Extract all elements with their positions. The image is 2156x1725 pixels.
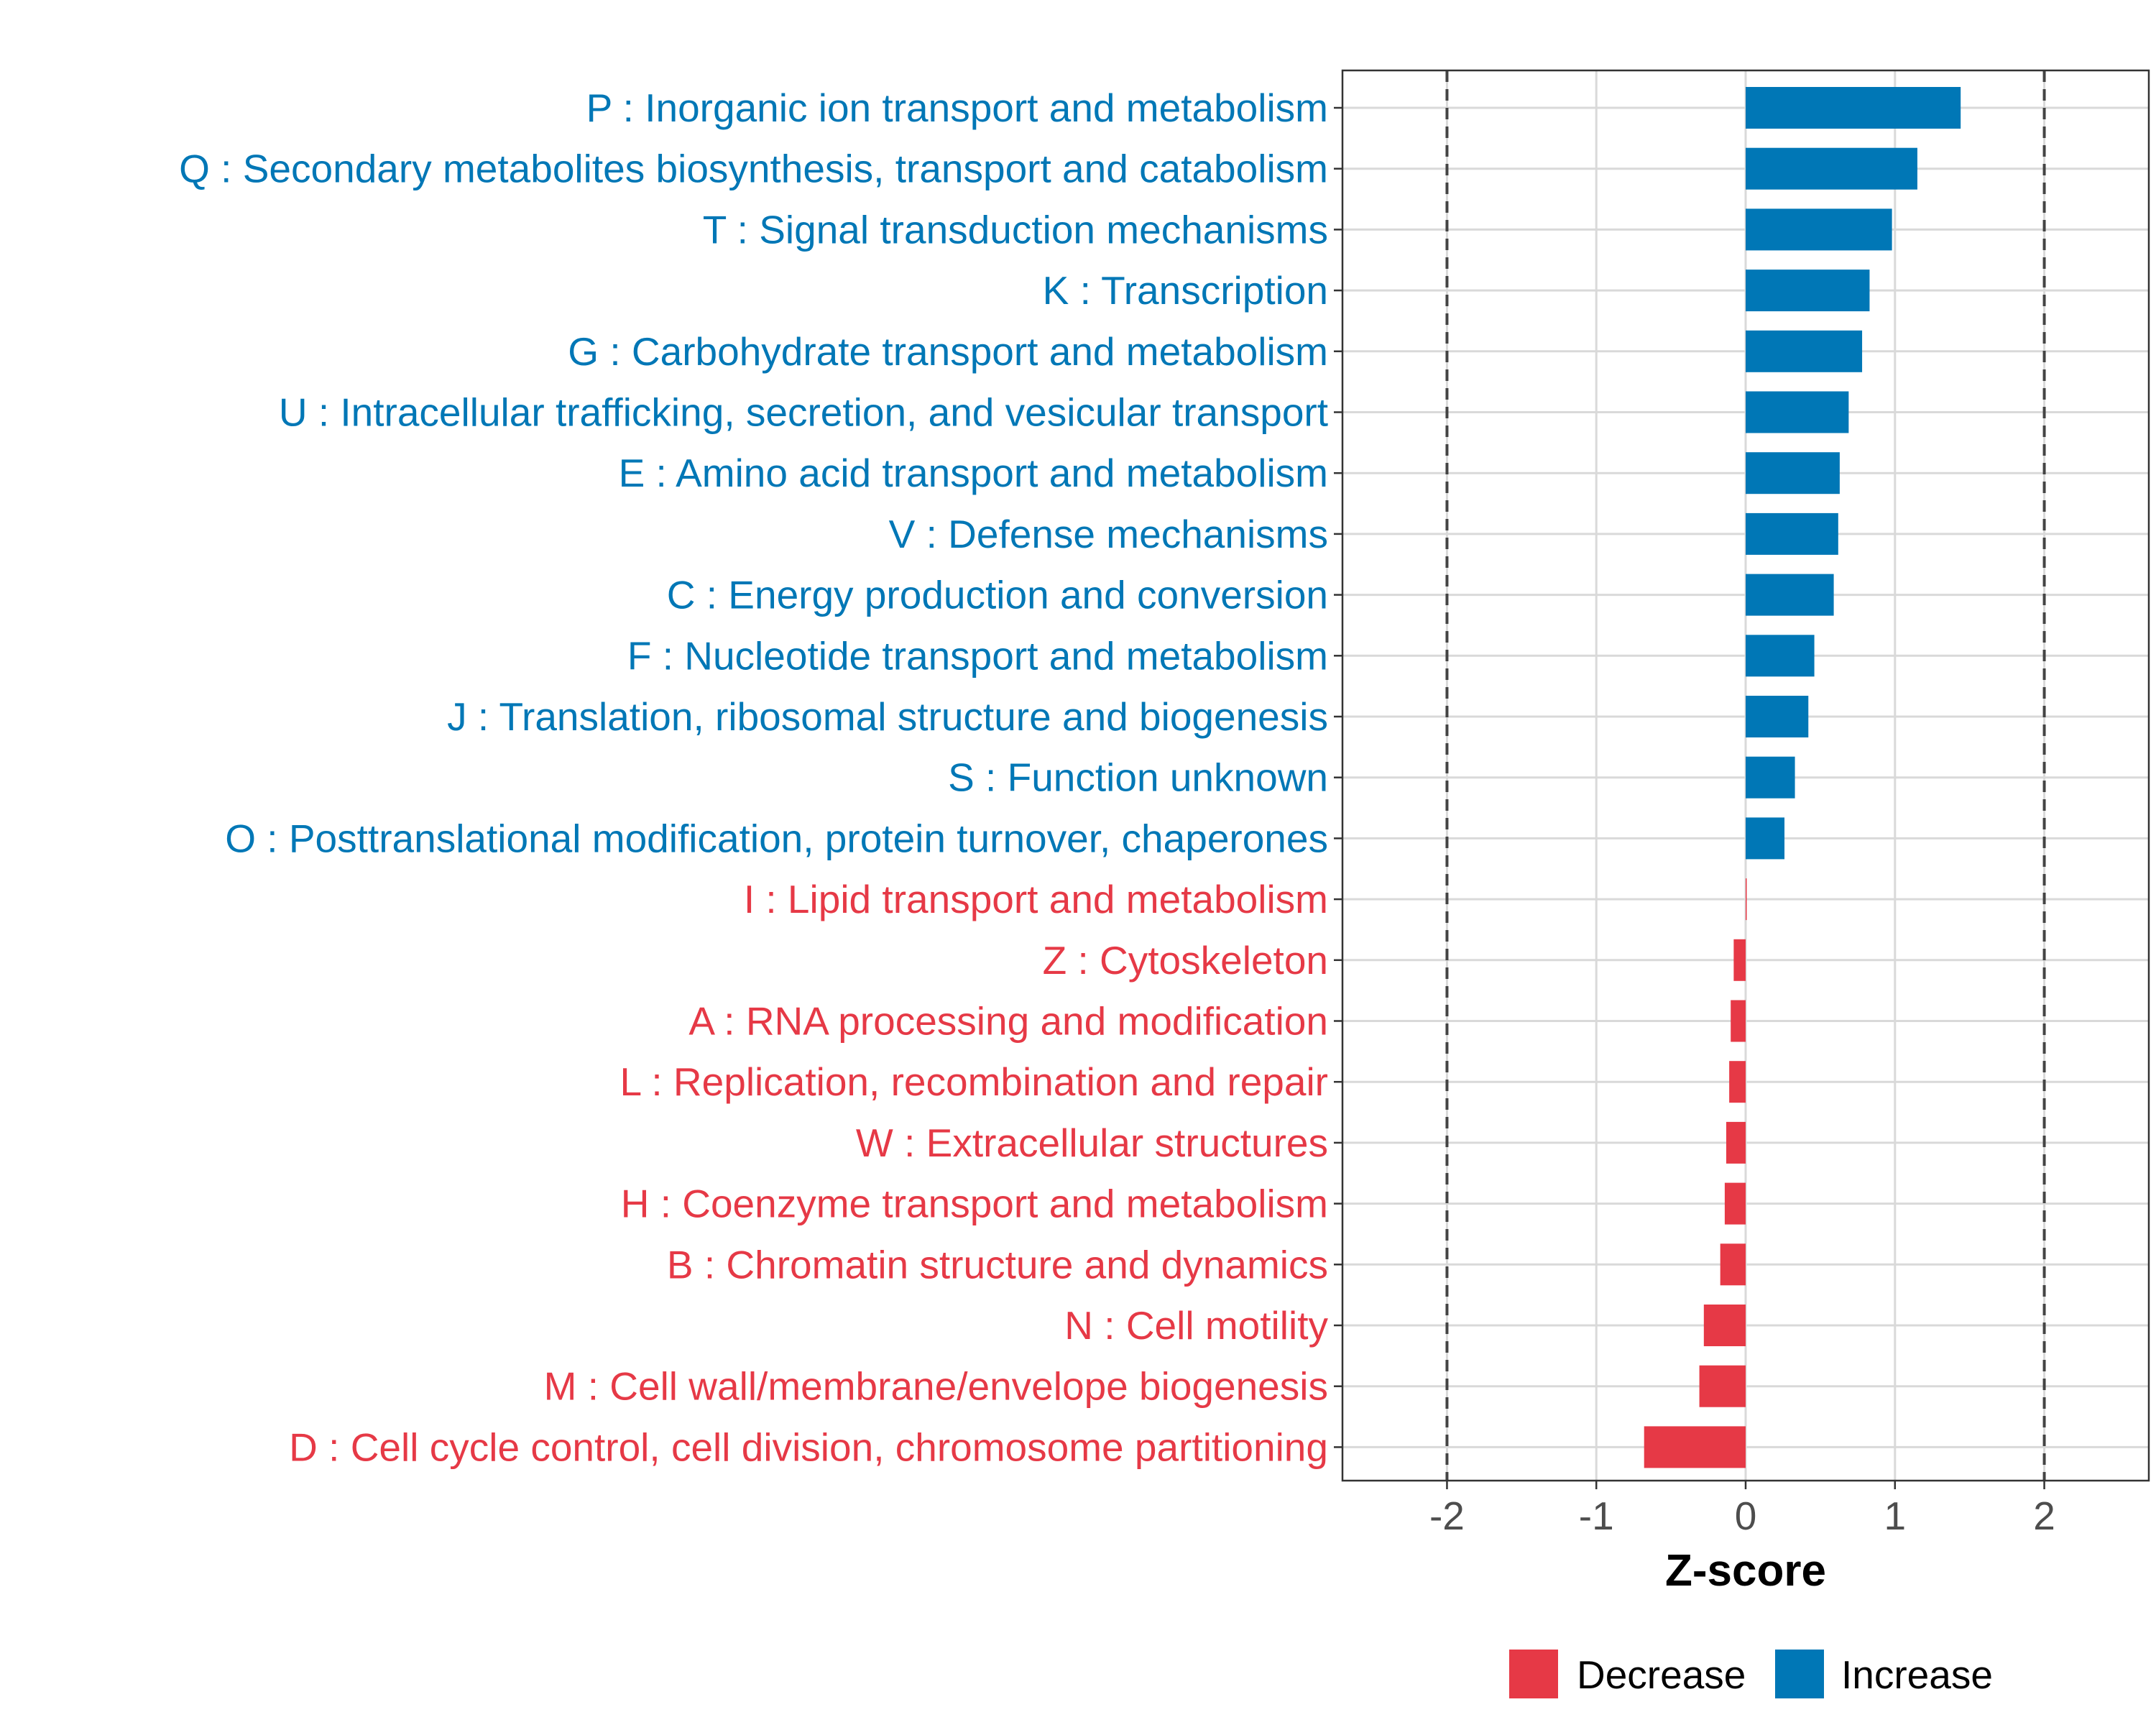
bar bbox=[1703, 1305, 1746, 1346]
bar bbox=[1746, 635, 1815, 677]
bar bbox=[1746, 696, 1809, 737]
y-tick-label: A : RNA processing and modification bbox=[688, 999, 1328, 1044]
x-tick-label: 1 bbox=[1884, 1494, 1906, 1538]
y-tick-label: I : Lipid transport and metabolism bbox=[744, 877, 1328, 921]
y-tick-label: D : Cell cycle control, cell division, c… bbox=[289, 1425, 1328, 1469]
bar bbox=[1746, 512, 1838, 555]
bar bbox=[1720, 1243, 1746, 1286]
bar bbox=[1644, 1426, 1746, 1468]
x-tick-label: -2 bbox=[1429, 1494, 1465, 1538]
y-tick-label: E : Amino acid transport and metabolism bbox=[619, 451, 1328, 495]
bar bbox=[1746, 147, 1917, 190]
y-tick-label: V : Defense mechanisms bbox=[889, 512, 1328, 556]
legend-key bbox=[1775, 1650, 1824, 1698]
legend-label: Increase bbox=[1841, 1652, 1993, 1697]
y-tick-label: F : Nucleotide transport and metabolism bbox=[627, 633, 1328, 678]
y-tick-label: Z : Cytoskeleton bbox=[1043, 938, 1328, 983]
y-tick-label: N : Cell motility bbox=[1064, 1303, 1328, 1348]
x-tick-label: 2 bbox=[2033, 1494, 2055, 1538]
bar bbox=[1746, 330, 1863, 372]
y-tick-label: U : Intracellular trafficking, secretion… bbox=[279, 390, 1328, 435]
bar bbox=[1746, 574, 1834, 616]
y-tick-label: H : Coenzyme transport and metabolism bbox=[621, 1182, 1328, 1226]
bar bbox=[1746, 208, 1892, 251]
bar bbox=[1746, 87, 1961, 129]
y-tick-label: P : Inorganic ion transport and metaboli… bbox=[586, 86, 1328, 130]
y-axis: P : Inorganic ion transport and metaboli… bbox=[179, 86, 1342, 1469]
x-axis-title: Z-score bbox=[1665, 1546, 1826, 1596]
bar bbox=[1731, 1000, 1746, 1042]
bar bbox=[1726, 1121, 1746, 1164]
y-tick-label: W : Extracellular structures bbox=[856, 1121, 1328, 1165]
y-tick-label: B : Chromatin structure and dynamics bbox=[667, 1242, 1328, 1287]
legend: Decrease Increase bbox=[1509, 1650, 1993, 1698]
threshold-lines bbox=[1445, 70, 2046, 1481]
x-axis: -2 -1 0 1 2 bbox=[1429, 1481, 2055, 1538]
bars bbox=[1644, 87, 1961, 1468]
bar bbox=[1699, 1365, 1746, 1407]
bar bbox=[1746, 878, 1747, 921]
bar bbox=[1746, 391, 1849, 433]
bar bbox=[1746, 756, 1795, 799]
y-tick-label: C : Energy production and conversion bbox=[667, 573, 1328, 617]
y-tick-label: J : Translation, ribosomal structure and… bbox=[447, 694, 1328, 739]
legend-label: Decrease bbox=[1577, 1652, 1746, 1697]
y-tick-label: L : Replication, recombination and repai… bbox=[620, 1059, 1328, 1104]
x-tick-label: 0 bbox=[1735, 1494, 1757, 1538]
y-tick-label: G : Carbohydrate transport and metabolis… bbox=[568, 329, 1328, 374]
y-tick-label: M : Cell wall/membrane/envelope biogenes… bbox=[544, 1364, 1328, 1409]
y-tick-label: K : Transcription bbox=[1043, 268, 1328, 313]
bar bbox=[1746, 817, 1785, 860]
bar bbox=[1724, 1182, 1746, 1225]
y-tick-label: S : Function unknown bbox=[948, 755, 1328, 800]
bar bbox=[1746, 270, 1870, 312]
bar bbox=[1746, 452, 1840, 494]
x-tick-label: -1 bbox=[1579, 1494, 1614, 1538]
y-tick-label: Q : Secondary metabolites biosynthesis, … bbox=[179, 147, 1328, 191]
bar bbox=[1733, 939, 1746, 981]
bar bbox=[1729, 1061, 1746, 1103]
legend-key bbox=[1509, 1650, 1558, 1698]
y-tick-label: O : Posttranslational modification, prot… bbox=[225, 816, 1328, 860]
y-tick-label: T : Signal transduction mechanisms bbox=[703, 207, 1328, 252]
